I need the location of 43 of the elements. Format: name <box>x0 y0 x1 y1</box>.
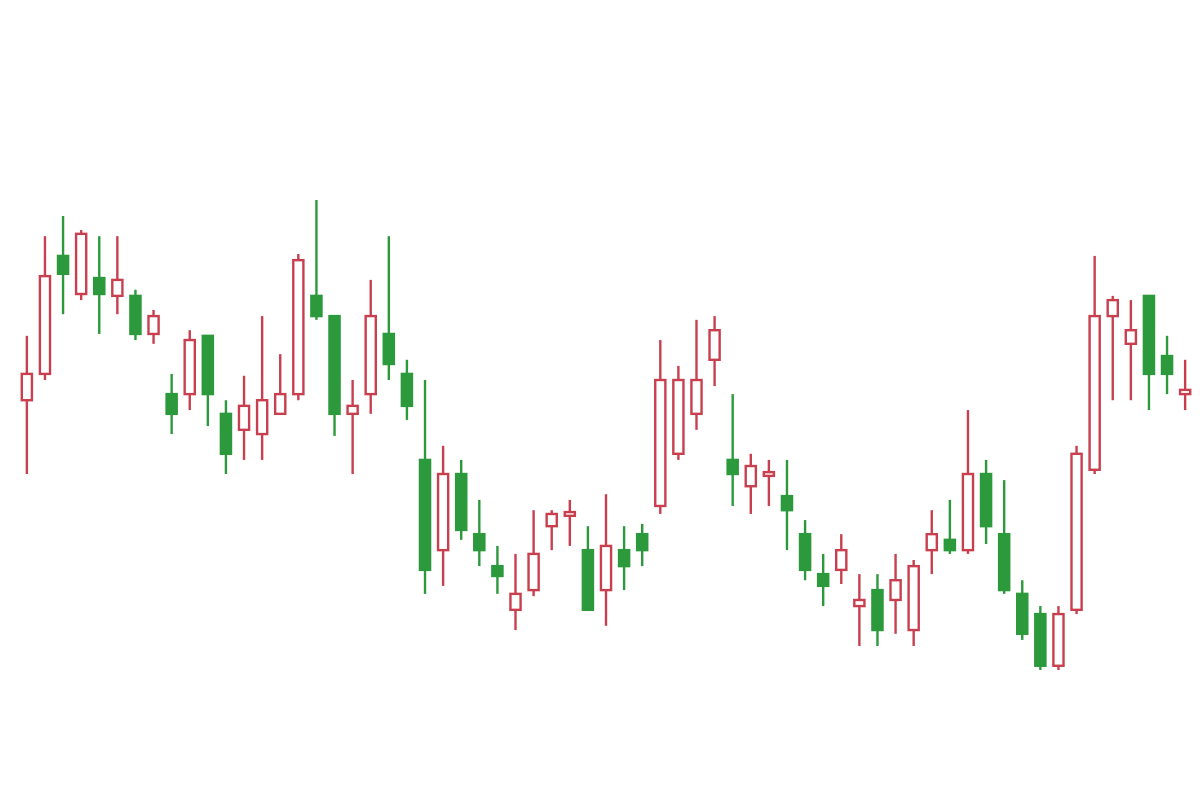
candlestick <box>943 498 957 556</box>
candlestick <box>1106 294 1120 402</box>
candlestick <box>491 544 504 596</box>
candlestick <box>599 493 613 628</box>
candlestick <box>273 352 287 416</box>
candlestick <box>255 314 269 462</box>
candlestick <box>237 374 251 462</box>
candlestick <box>527 509 540 598</box>
candlestick <box>1124 298 1138 402</box>
candlestick <box>509 552 522 632</box>
candlestick <box>1160 334 1174 396</box>
candlestick <box>726 392 739 508</box>
candlestick <box>708 314 721 388</box>
candlestick <box>92 234 106 336</box>
candlestick <box>690 318 703 432</box>
candlestick <box>925 509 939 576</box>
candlestick <box>56 214 70 316</box>
candlestick <box>400 358 414 422</box>
candlestick <box>853 572 866 648</box>
candlestick <box>871 572 884 648</box>
candlestick <box>835 532 848 586</box>
candlestick <box>762 458 776 508</box>
candlestick <box>1015 579 1029 642</box>
candlestick <box>617 524 631 592</box>
candlestick <box>744 452 758 516</box>
candlestick <box>635 522 649 568</box>
candlestick <box>346 378 359 476</box>
candlestick <box>798 518 812 582</box>
candlestick <box>473 498 486 568</box>
candlestick <box>310 198 323 322</box>
candlestick <box>20 334 34 476</box>
candlestick <box>889 552 902 636</box>
candlestick <box>780 458 794 552</box>
candlestick <box>111 234 124 316</box>
candlestick <box>129 288 142 342</box>
candlestick <box>563 498 577 548</box>
candlestick <box>545 509 558 552</box>
candlestick <box>816 552 830 608</box>
candlestick <box>1178 358 1192 412</box>
candlestick <box>165 372 178 436</box>
candlestick <box>147 308 160 346</box>
candlestick <box>219 399 233 476</box>
candlestick <box>382 234 396 382</box>
